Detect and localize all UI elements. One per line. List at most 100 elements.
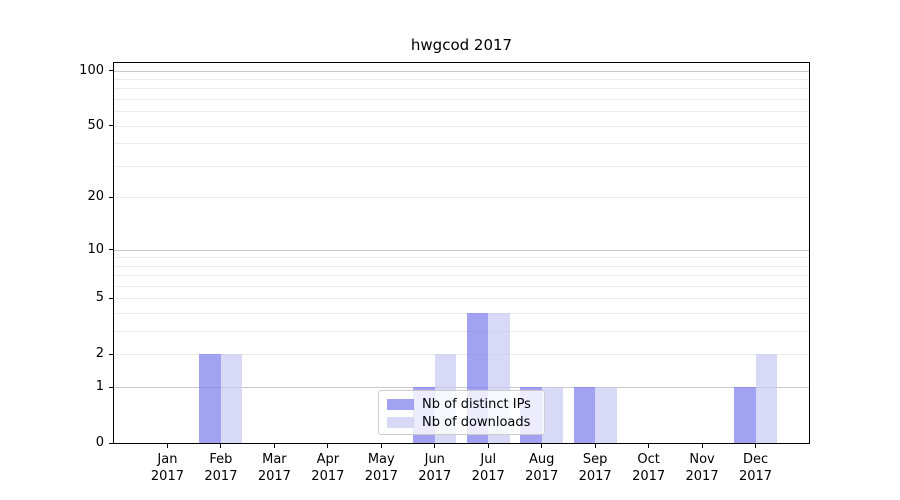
- x-tick-year-text: 2017: [632, 469, 666, 484]
- x-tick-year-text: 2017: [150, 469, 184, 484]
- gridline-minor: [114, 125, 809, 127]
- bar-nb-of-downloads-aug: [541, 387, 564, 443]
- y-tick-mark: [109, 125, 113, 127]
- x-tick-month-text: Jun: [424, 452, 445, 467]
- x-tick-year-text: 2017: [578, 469, 612, 484]
- gridline-minor: [114, 111, 809, 113]
- legend-label-distinct-ips: Nb of distinct IPs: [422, 396, 531, 412]
- gridline-major: [114, 70, 809, 72]
- legend-label-downloads: Nb of downloads: [422, 414, 531, 430]
- x-tick-label-may: May 2017: [354, 451, 408, 485]
- x-tick-mark: [273, 444, 275, 448]
- gridline-minor: [114, 257, 809, 259]
- gridline-minor: [114, 165, 809, 167]
- x-tick-month-text: Nov: [689, 452, 715, 467]
- y-tick-label-100: 100: [79, 62, 104, 78]
- gridline-minor: [114, 99, 809, 101]
- gridline-minor: [114, 79, 809, 81]
- x-tick-year-text: 2017: [204, 469, 238, 484]
- x-tick-year-text: 2017: [364, 469, 398, 484]
- x-tick-year-text: 2017: [685, 469, 719, 484]
- x-tick-month-text: Aug: [528, 452, 555, 467]
- x-tick-label-feb: Feb 2017: [194, 451, 248, 485]
- x-tick-label-jun: Jun 2017: [408, 451, 462, 485]
- x-tick-mark: [327, 444, 329, 448]
- x-tick-month-text: Jan: [157, 452, 178, 467]
- x-tick-month-text: Dec: [742, 452, 769, 467]
- gridline-minor: [114, 88, 809, 90]
- x-tick-mark: [487, 444, 489, 448]
- x-tick-label-jan: Jan 2017: [140, 451, 194, 485]
- bar-nb-of-distinct-ips-sep: [573, 387, 596, 443]
- x-tick-year-text: 2017: [471, 469, 505, 484]
- gridline-minor: [114, 197, 809, 199]
- x-tick-mark: [648, 444, 650, 448]
- x-tick-year-text: 2017: [311, 469, 345, 484]
- legend-swatch-downloads-icon: [387, 416, 414, 428]
- chart-title: hwgcod 2017: [410, 36, 513, 54]
- y-tick-mark: [109, 353, 113, 355]
- y-tick-mark: [109, 196, 113, 198]
- y-tick-label-1: 1: [95, 379, 104, 395]
- gridline-major: [114, 249, 809, 251]
- bar-nb-of-distinct-ips-feb: [199, 354, 221, 443]
- gridline-minor: [114, 313, 809, 315]
- x-tick-label-mar: Mar 2017: [247, 451, 301, 485]
- x-tick-mark: [541, 444, 543, 448]
- legend-row-downloads: Nb of downloads: [387, 413, 544, 431]
- x-tick-month-text: Sep: [582, 452, 608, 467]
- x-tick-year-text: 2017: [418, 469, 452, 484]
- y-tick-label-50: 50: [87, 117, 104, 133]
- bar-nb-of-downloads-feb: [220, 354, 243, 443]
- y-tick-label-2: 2: [95, 346, 104, 362]
- y-tick-mark: [109, 249, 113, 251]
- x-tick-month-text: Feb: [209, 452, 233, 467]
- x-tick-mark: [434, 444, 436, 448]
- y-tick-mark: [109, 297, 113, 299]
- x-tick-mark: [380, 444, 382, 448]
- x-tick-mark: [701, 444, 703, 448]
- bar-nb-of-distinct-ips-dec: [734, 387, 756, 443]
- x-tick-year-text: 2017: [257, 469, 291, 484]
- x-tick-mark: [755, 444, 757, 448]
- gridline-minor: [114, 298, 809, 300]
- x-tick-month-text: Jul: [480, 452, 497, 467]
- x-tick-month-text: Mar: [262, 452, 287, 467]
- x-tick-label-oct: Oct 2017: [622, 451, 676, 485]
- x-tick-mark: [220, 444, 222, 448]
- legend-row-distinct-ips: Nb of distinct IPs: [387, 395, 544, 413]
- gridline-minor: [114, 354, 809, 356]
- x-tick-mark: [594, 444, 596, 448]
- gridline-minor: [114, 143, 809, 145]
- y-tick-label-10: 10: [87, 241, 104, 257]
- gridline-minor: [114, 265, 809, 267]
- x-tick-label-apr: Apr 2017: [301, 451, 355, 485]
- gridline-minor: [114, 286, 809, 287]
- x-tick-label-sep: Sep 2017: [568, 451, 622, 485]
- gridline-minor: [114, 331, 809, 333]
- x-tick-label-aug: Aug 2017: [515, 451, 569, 485]
- x-tick-label-nov: Nov 2017: [675, 451, 729, 485]
- y-tick-mark: [109, 442, 113, 444]
- x-tick-year-text: 2017: [525, 469, 559, 484]
- y-tick-mark: [109, 386, 113, 388]
- y-tick-label-5: 5: [95, 290, 104, 306]
- y-tick-label-20: 20: [87, 189, 104, 205]
- y-tick-mark: [109, 70, 113, 72]
- bar-nb-of-downloads-dec: [755, 354, 778, 443]
- gridline-major: [114, 387, 809, 389]
- x-tick-month-text: May: [367, 452, 395, 467]
- x-tick-month-text: Oct: [637, 452, 660, 467]
- y-tick-label-0: 0: [95, 435, 104, 450]
- legend-swatch-distinct-ips-icon: [387, 398, 414, 410]
- bar-nb-of-downloads-sep: [595, 387, 617, 443]
- legend: Nb of distinct IPs Nb of downloads: [378, 390, 545, 435]
- gridline-minor: [114, 275, 809, 277]
- x-tick-label-dec: Dec 2017: [729, 451, 783, 485]
- x-tick-label-jul: Jul 2017: [461, 451, 515, 485]
- x-tick-month-text: Apr: [316, 452, 340, 467]
- x-tick-mark: [166, 444, 168, 448]
- x-tick-year-text: 2017: [738, 469, 773, 484]
- plot-area: [113, 62, 810, 444]
